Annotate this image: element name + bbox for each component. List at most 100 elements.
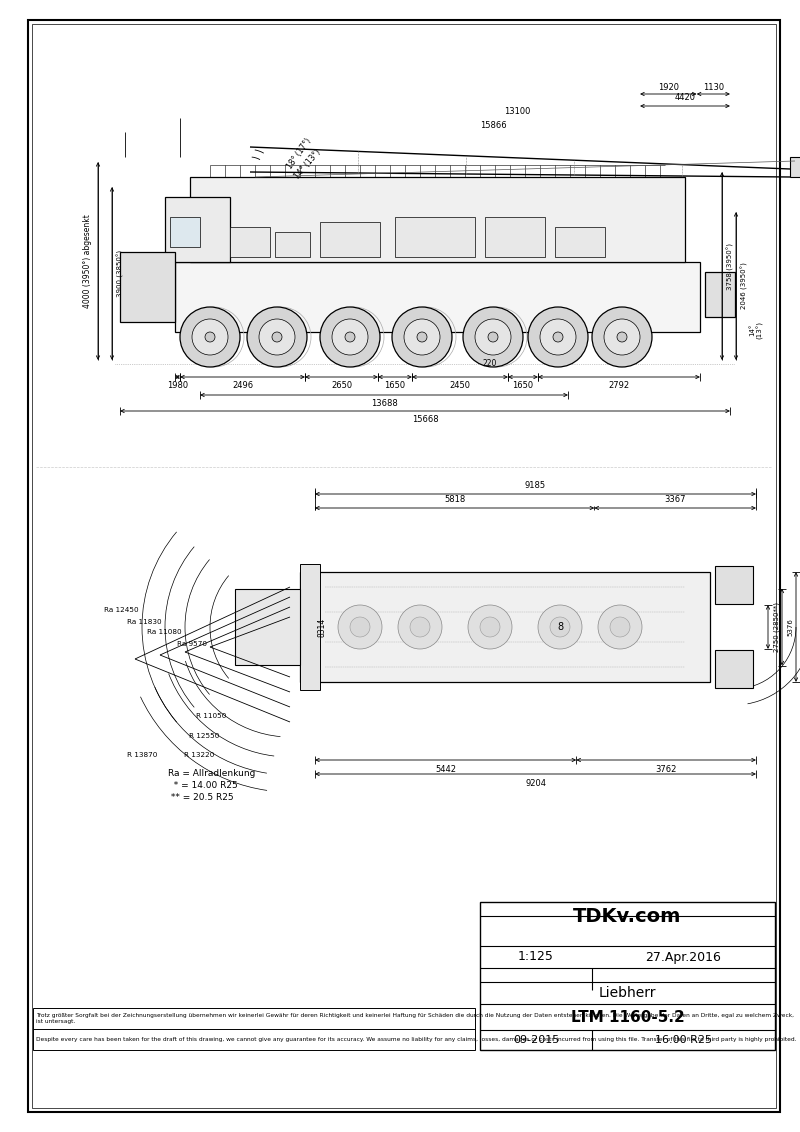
Circle shape [350,617,370,637]
Text: 1920: 1920 [658,83,679,92]
Text: 4420: 4420 [674,94,695,103]
Text: 5818: 5818 [444,496,466,505]
Text: 15668: 15668 [412,415,438,424]
Text: 2450: 2450 [450,381,470,391]
Text: 4000 (3950°) abgesenkt: 4000 (3950°) abgesenkt [83,214,93,308]
Text: 1980: 1980 [167,381,188,391]
Bar [555,228,605,257]
Circle shape [410,617,430,637]
Bar [480,902,775,1050]
Text: 2496: 2496 [232,381,253,391]
Text: LTM 1160-5.2: LTM 1160-5.2 [570,1010,684,1024]
Text: Ra = Allradlenkung: Ra = Allradlenkung [168,769,255,778]
Text: Trotz größter Sorgfalt bei der Zeichnungserstellung übernehmen wir keinerlei Gew: Trotz größter Sorgfalt bei der Zeichnung… [36,1013,794,1024]
Bar [33,1007,475,1050]
Text: 1130: 1130 [702,83,724,92]
Text: 2650: 2650 [331,381,352,391]
Text: TDKv.com: TDKv.com [574,908,682,926]
Text: R 13870: R 13870 [127,752,157,758]
Text: 27.Apr.2016: 27.Apr.2016 [646,951,722,963]
Text: 2750 (2850**): 2750 (2850**) [773,602,779,652]
Text: 8314: 8314 [318,617,326,636]
Text: 1650: 1650 [385,381,406,391]
Text: 13100: 13100 [504,108,530,117]
Bar [165,197,230,261]
Bar [705,272,735,317]
Text: Liebherr: Liebherr [598,986,656,1000]
Bar [175,261,700,332]
Bar [300,564,320,691]
Circle shape [180,307,240,367]
Text: 5376: 5376 [787,618,793,636]
Text: 16.00 R25: 16.00 R25 [655,1035,712,1045]
Circle shape [398,604,442,649]
Circle shape [192,319,228,355]
Text: 9204: 9204 [525,779,546,788]
Circle shape [468,604,512,649]
Text: 1650: 1650 [513,381,534,391]
Circle shape [610,617,630,637]
Circle shape [480,617,500,637]
Circle shape [553,332,563,342]
Circle shape [259,319,295,355]
Text: R 12550: R 12550 [189,732,219,739]
Circle shape [540,319,576,355]
Circle shape [598,604,642,649]
Bar [395,217,475,257]
Circle shape [592,307,652,367]
Text: R 13220: R 13220 [184,752,214,757]
Bar [300,572,710,681]
Circle shape [345,332,355,342]
Circle shape [604,319,640,355]
Circle shape [538,604,582,649]
Text: ** = 20.5 R25: ** = 20.5 R25 [168,792,234,801]
Text: 9185: 9185 [525,480,546,489]
Text: 3758 (3950°): 3758 (3950°) [726,242,734,290]
Bar [790,157,800,177]
Circle shape [463,307,523,367]
Text: 3367: 3367 [665,496,686,505]
Bar [190,177,685,261]
Circle shape [247,307,307,367]
Text: Ra 11080: Ra 11080 [147,629,182,635]
Circle shape [404,319,440,355]
Text: 15866: 15866 [480,121,506,130]
Text: R 11050: R 11050 [196,713,226,719]
Circle shape [417,332,427,342]
Text: 09-2015: 09-2015 [513,1035,559,1045]
Text: 220: 220 [483,359,497,368]
Circle shape [205,332,215,342]
Circle shape [488,332,498,342]
Text: 14°
(13°): 14° (13°) [749,321,763,338]
Text: 3762: 3762 [655,764,677,773]
Circle shape [272,332,282,342]
Text: 8: 8 [557,621,563,632]
Bar [715,566,753,604]
Circle shape [528,307,588,367]
Bar [320,222,380,257]
Circle shape [392,307,452,367]
Bar [120,252,175,321]
Text: 2046 (3950°): 2046 (3950°) [740,263,748,309]
Circle shape [332,319,368,355]
Circle shape [550,617,570,637]
Text: 3900 (3850°): 3900 (3850°) [116,250,124,297]
Text: * = 14.00 R25: * = 14.00 R25 [168,780,238,789]
Text: Ra 12450: Ra 12450 [104,608,139,614]
Bar [485,217,545,257]
Bar [230,228,270,257]
Text: 14° (13°): 14° (13°) [293,147,322,180]
Circle shape [338,604,382,649]
Bar [235,589,300,664]
Text: Despite every care has been taken for the draft of this drawing, we cannot give : Despite every care has been taken for th… [36,1037,797,1041]
Bar [275,232,310,257]
Bar [715,650,753,688]
Circle shape [475,319,511,355]
Text: 1:125: 1:125 [518,951,554,963]
Text: Ra 11830: Ra 11830 [127,618,162,625]
Circle shape [617,332,627,342]
Circle shape [320,307,380,367]
Text: 5442: 5442 [435,764,456,773]
Text: 13688: 13688 [370,400,398,409]
Text: 2792: 2792 [609,381,630,391]
